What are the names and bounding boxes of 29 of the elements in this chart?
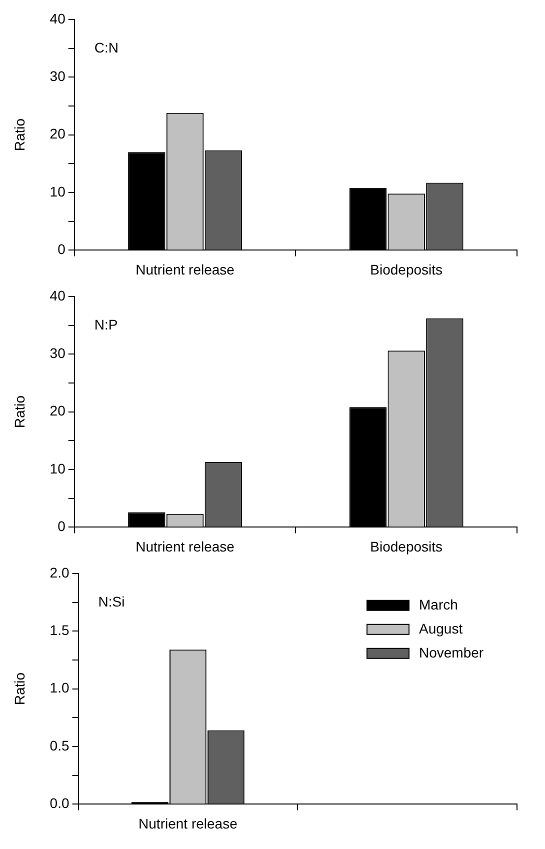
y-tick-label: 10 [50,460,66,476]
y-tick-label: 30 [50,344,66,361]
text: N:Si [98,593,125,610]
y-tick-label: 40 [50,287,66,304]
x-tick-label: Biodeposits [370,261,443,278]
x-tick-label: Nutrient release [138,815,238,832]
y-tick-label: 10 [50,183,66,200]
text: C:N [94,39,118,56]
y-tick-label: 40 [50,10,66,26]
y-tick-label: 1.5 [50,622,70,638]
legend-label: August [419,620,463,636]
y-axis-title: Ratio [11,118,28,152]
y-tick-label: 20 [50,402,66,419]
x-tick-label: Nutrient release [136,538,235,554]
y-axis-title: Ratio [11,395,28,428]
legend-label: November [419,644,484,660]
y-axis-title: Ratio [11,672,28,706]
x-tick-label: Nutrient release [136,261,235,278]
y-tick-label: 20 [50,126,66,142]
y-tick-label: 30 [50,68,66,84]
text: N:P [94,316,118,332]
y-tick-label: 0 [58,518,66,534]
y-tick-label: 0.0 [50,795,70,812]
y-tick-label: 2.0 [50,564,70,580]
y-tick-label: 0 [58,241,66,258]
legend-label: March [419,596,458,612]
y-tick-label: 1.0 [50,680,70,696]
x-tick-label: Biodeposits [370,538,443,554]
y-tick-label: 0.5 [50,737,70,754]
